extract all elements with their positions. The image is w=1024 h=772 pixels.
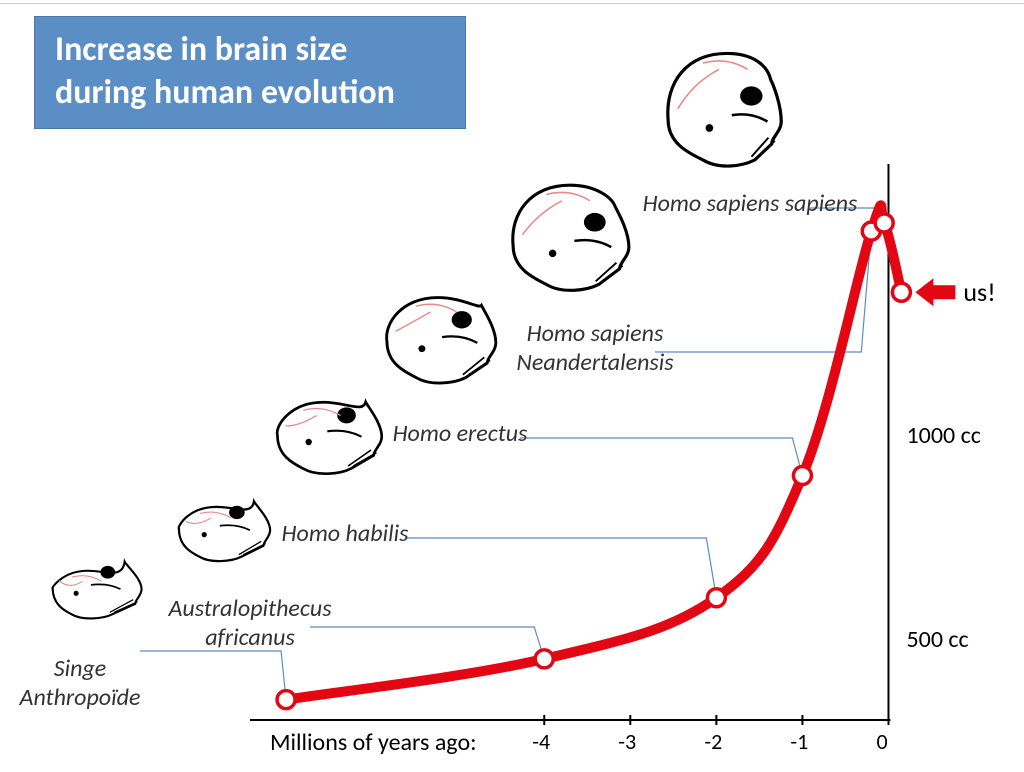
species-label-line: Neandertalensis — [516, 349, 673, 378]
skull-singe — [38, 530, 148, 625]
x-axis-label: Millions of years ago: — [270, 728, 477, 757]
species-label-australopithecus: Australopithecusafricanus — [168, 595, 331, 653]
species-label-line: Homo sapiens — [516, 320, 673, 349]
species-label-neandertal: Homo sapiensNeandertalensis — [516, 320, 673, 378]
skull-sapiens — [655, 30, 815, 178]
species-label-erectus: Homo erectus — [393, 420, 528, 449]
species-label-line: Singe — [20, 655, 141, 684]
species-label-line: africanus — [168, 624, 331, 653]
species-label-line: Anthropoïde — [20, 684, 141, 713]
stage: Increase in brain size during human evol… — [0, 0, 1024, 772]
species-label-sapiens: Homo sapiens sapiens — [643, 190, 858, 219]
skull-neandertal — [495, 160, 660, 300]
x-tick-label: -1 — [790, 728, 808, 755]
skull-icon — [38, 530, 148, 625]
y-tick-label: 1000 cc — [906, 421, 980, 450]
species-label-habilis: Homo habilis — [282, 520, 409, 549]
x-tick-label: -2 — [704, 728, 722, 755]
us-label: us! — [963, 276, 995, 308]
skull-australopithecus — [162, 468, 282, 568]
skull-icon — [495, 160, 660, 300]
species-label-line: Homo habilis — [282, 520, 409, 549]
skull-icon — [655, 30, 815, 178]
x-tick-label: 0 — [876, 728, 887, 755]
species-label-line: Homo erectus — [393, 420, 528, 449]
x-tick-label: -4 — [532, 728, 550, 755]
species-label-line: Australopithecus — [168, 595, 331, 624]
skull-icon — [162, 468, 282, 568]
x-tick-label: -3 — [618, 728, 636, 755]
species-label-singe: SingeAnthropoïde — [20, 655, 141, 713]
y-tick-label: 500 cc — [906, 625, 968, 654]
species-label-line: Homo sapiens sapiens — [643, 190, 858, 219]
